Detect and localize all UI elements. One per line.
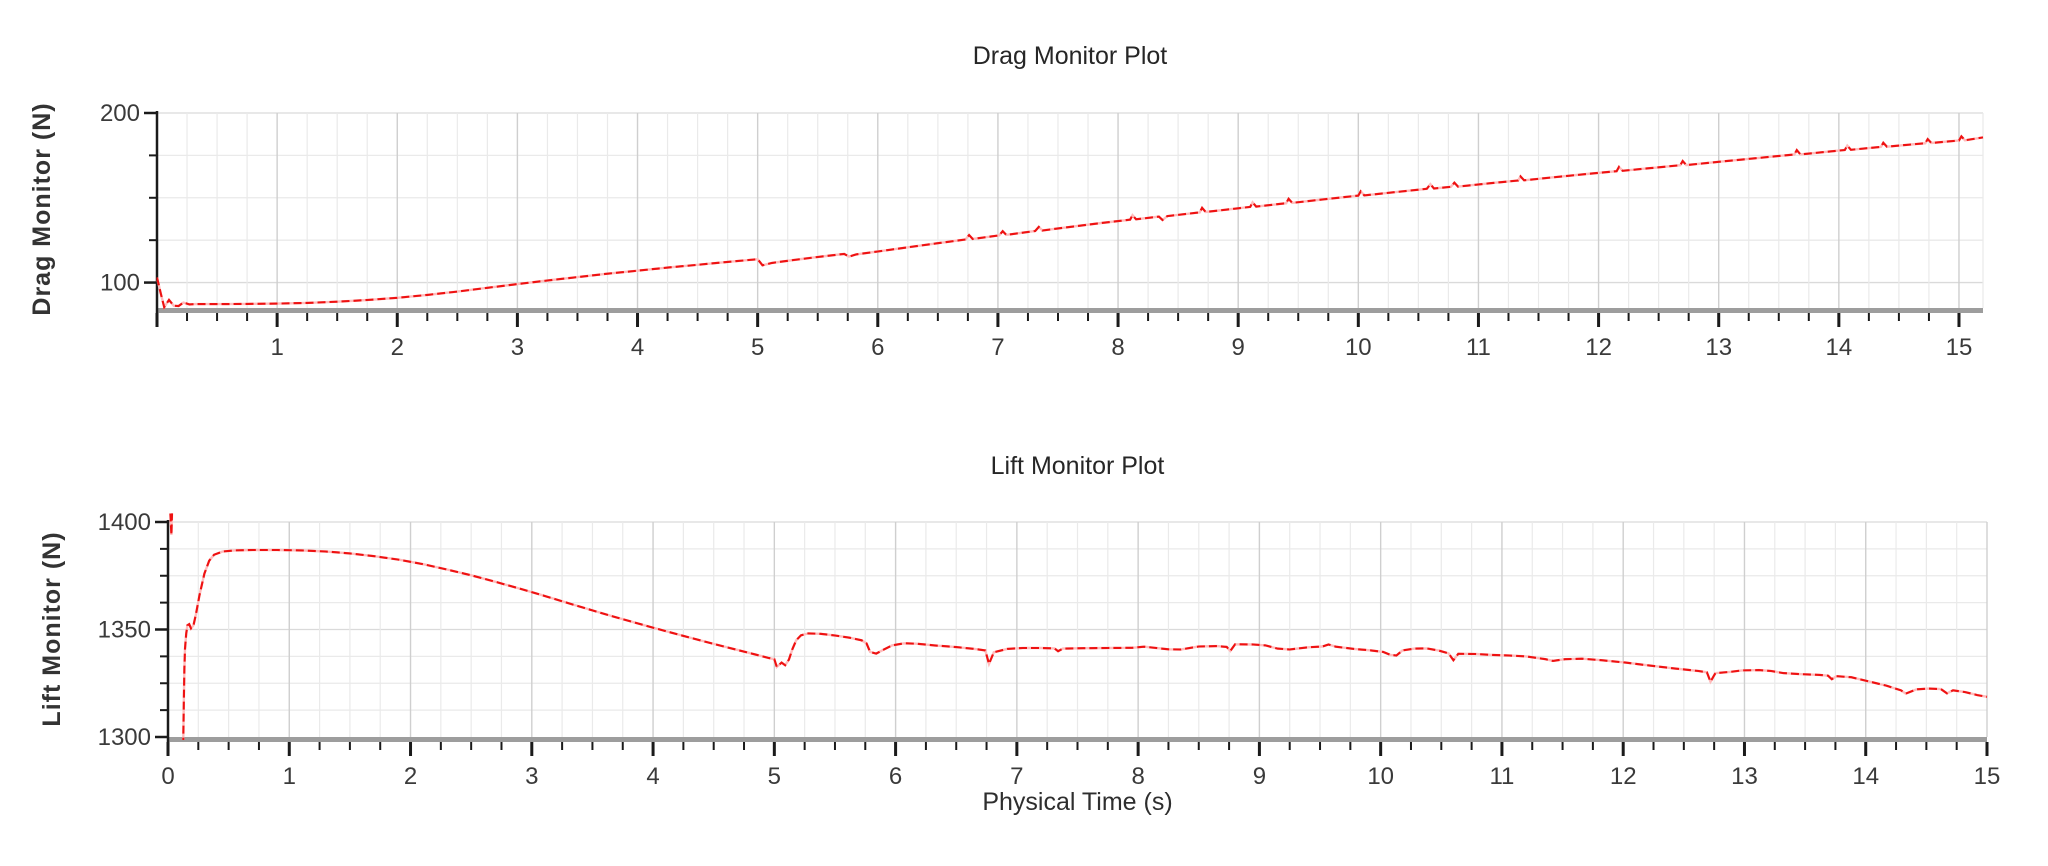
svg-text:14: 14	[1852, 763, 1879, 790]
drag-plot-title: Drag Monitor Plot	[972, 42, 1168, 70]
svg-text:15: 15	[1946, 334, 1973, 361]
svg-text:1400: 1400	[98, 509, 151, 536]
svg-text:12: 12	[1585, 334, 1612, 361]
svg-text:13: 13	[1705, 334, 1732, 361]
svg-text:5: 5	[768, 763, 781, 790]
svg-text:12: 12	[1610, 763, 1637, 790]
svg-text:1350: 1350	[98, 617, 151, 644]
svg-text:10: 10	[1345, 334, 1372, 361]
svg-text:15: 15	[1974, 763, 2001, 790]
svg-text:8: 8	[1111, 334, 1124, 361]
svg-text:3: 3	[525, 763, 538, 790]
svg-text:1: 1	[283, 763, 296, 790]
svg-text:3: 3	[511, 334, 524, 361]
svg-text:9: 9	[1253, 763, 1266, 790]
drag-monitor-curve	[156, 134, 1984, 310]
svg-text:2: 2	[404, 763, 417, 790]
svg-text:5: 5	[751, 334, 764, 361]
svg-text:6: 6	[889, 763, 902, 790]
svg-text:13: 13	[1731, 763, 1758, 790]
svg-text:11: 11	[1466, 334, 1491, 361]
lift-y-axis-title: Lift Monitor (N)	[38, 531, 66, 727]
svg-text:7: 7	[991, 334, 1004, 361]
svg-text:1: 1	[270, 334, 283, 361]
svg-text:4: 4	[631, 334, 644, 361]
svg-text:0: 0	[161, 763, 174, 790]
svg-text:1300: 1300	[98, 724, 151, 751]
x-axis-title: Physical Time (s)	[982, 788, 1173, 816]
svg-text:14: 14	[1825, 334, 1852, 361]
drag-monitor-curve-underlay	[156, 134, 1984, 311]
svg-text:200: 200	[100, 100, 140, 127]
svg-text:10: 10	[1367, 763, 1394, 790]
svg-text:6: 6	[871, 334, 884, 361]
svg-text:7: 7	[1010, 763, 1023, 790]
svg-text:11: 11	[1489, 763, 1514, 790]
drag-y-axis-title: Drag Monitor (N)	[28, 102, 56, 316]
lift-monitor-curve	[169, 513, 1988, 740]
svg-text:4: 4	[646, 763, 659, 790]
svg-text:2: 2	[391, 334, 404, 361]
svg-text:8: 8	[1131, 763, 1144, 790]
svg-text:100: 100	[100, 270, 140, 297]
svg-text:9: 9	[1232, 334, 1245, 361]
lift-plot-title: Lift Monitor Plot	[990, 452, 1165, 480]
